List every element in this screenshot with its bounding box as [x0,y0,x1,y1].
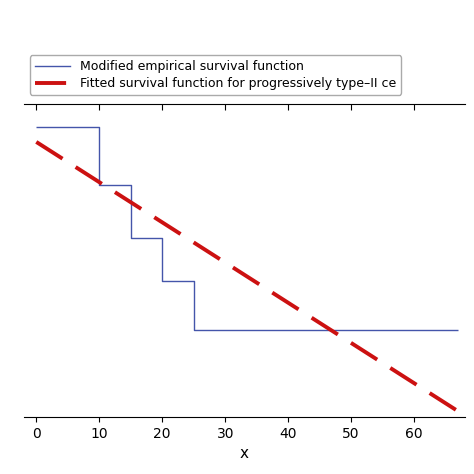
Legend: Modified empirical survival function, Fitted survival function for progressively: Modified empirical survival function, Fi… [30,55,401,95]
X-axis label: x: x [240,447,248,461]
